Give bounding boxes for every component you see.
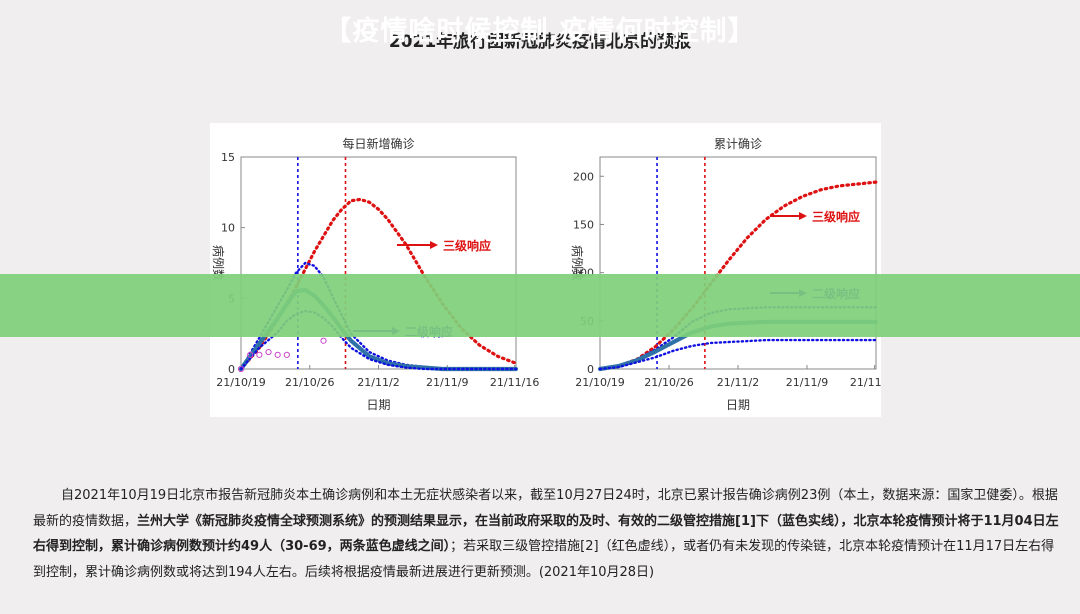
y-tick-label: 0: [228, 363, 235, 376]
series-blue-dotted-lower: [598, 338, 878, 371]
x-tick-label: 21/11/2: [357, 376, 399, 389]
x-tick-label: 21/10/19: [575, 376, 624, 389]
x-axis-label: 日期: [366, 398, 390, 412]
paragraph-text-1: 自2021年10月19日北京市报告新冠肺炎本土确诊病例和本土无症状感染者以来，截…: [33, 488, 1058, 529]
annotation-arrowhead: [799, 212, 807, 220]
annotation-label: 三级响应: [812, 209, 860, 224]
forecast-figure: 每日新增确诊05101521/10/1921/10/2621/11/221/11…: [210, 123, 881, 417]
page-title: 2021年旅行团新冠肺炎疫情北京的预报: [388, 32, 692, 52]
article-paragraph: 自2021年10月19日北京市报告新冠肺炎本土确诊病例和本土无症状感染者以来，截…: [33, 483, 1061, 585]
x-tick-label: 21/11/16: [490, 376, 539, 389]
x-tick-label: 21/10/26: [285, 376, 334, 389]
observed-point: [265, 348, 272, 356]
banner: [0, 274, 1080, 337]
x-tick-label: 21/11/9: [786, 376, 828, 389]
observed-point: [320, 337, 327, 344]
x-tick-label: 21/11/16: [850, 376, 881, 389]
x-tick-label: 21/11/9: [426, 376, 468, 389]
x-axis-label: 日期: [726, 398, 750, 412]
y-tick-label: 150: [573, 218, 594, 231]
observed-point: [247, 351, 254, 358]
y-axis-label: 病例数: [211, 245, 226, 281]
observed-point: [237, 365, 245, 373]
observed-point: [256, 351, 263, 358]
paragraph-bold-text: 兰州大学《新冠肺炎疫情全球预测系统》的预测结果显示，在当前政府采取的及时、有效的…: [33, 513, 1059, 555]
y-axis-label: 病例数: [570, 245, 585, 281]
y-tick-label: 10: [221, 222, 235, 235]
x-tick-label: 21/10/26: [644, 376, 693, 389]
plot-frame: [599, 156, 877, 370]
paragraph-text-2: ；若采取三级管控措施[2]（红色虚线），或者仍有未发现的传染链，北京本轮疫情预计…: [33, 539, 1055, 580]
x-tick-label: 21/10/19: [216, 376, 265, 389]
chart-title: 累计确诊: [714, 137, 762, 151]
x-tick-label: 21/11/2: [717, 376, 759, 389]
chart-title: 每日新增确诊: [342, 136, 414, 151]
annotation-arrowhead: [430, 241, 438, 249]
y-tick-label: 0: [587, 363, 594, 376]
observed-point: [274, 351, 281, 358]
y-tick-label: 200: [573, 170, 594, 183]
forecast-charts: 每日新增确诊05101521/10/1921/10/2621/11/221/11…: [211, 136, 881, 412]
plot-frame: [240, 156, 517, 370]
banner-title: 【疫情啥时候控制,疫情何时控制】: [324, 16, 756, 47]
y-tick-label: 15: [221, 151, 235, 164]
annotation-label: 三级响应: [443, 238, 491, 253]
series-red-dotted: [598, 180, 878, 371]
observed-point: [283, 351, 290, 358]
